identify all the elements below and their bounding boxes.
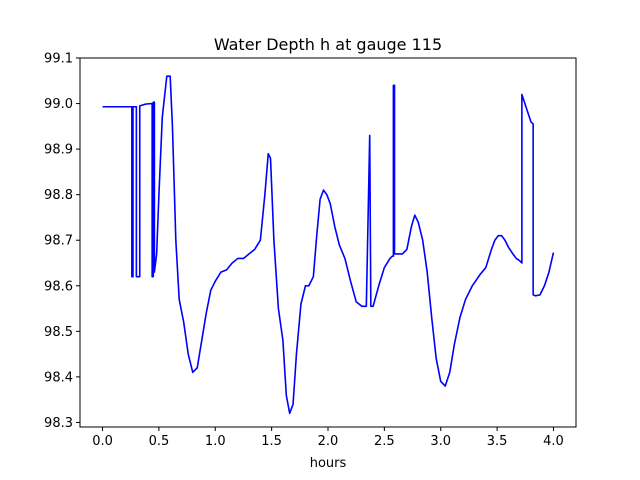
x-tick-label: 3.0 — [430, 434, 451, 449]
x-tick-label: 0.0 — [92, 434, 113, 449]
y-tick-label: 98.5 — [44, 325, 73, 340]
x-tick-label: 1.0 — [205, 434, 226, 449]
x-tick-label: 1.5 — [261, 434, 282, 449]
x-axis-ticks: 0.0 0.5 1.0 1.5 2.0 2.5 3.0 3.5 4.0 — [92, 427, 564, 449]
y-tick-label: 98.4 — [44, 370, 73, 385]
x-tick-label: 3.5 — [487, 434, 508, 449]
series-line-0 — [102, 75, 555, 415]
y-axis-ticks: 98.3 98.4 98.5 98.6 98.7 98.8 98.9 99.0 99.1 — [44, 52, 80, 431]
x-tick-label: 2.5 — [374, 434, 395, 449]
x-axis-label: hours — [310, 456, 347, 471]
y-tick-label: 98.7 — [44, 234, 73, 249]
y-tick-label: 98.3 — [44, 416, 73, 431]
y-tick-label: 99.0 — [44, 97, 73, 112]
y-tick-label: 98.6 — [44, 279, 73, 294]
x-tick-label: 4.0 — [543, 434, 564, 449]
series-layer — [102, 75, 555, 415]
y-tick-label: 99.1 — [44, 52, 73, 67]
y-tick-label: 98.9 — [44, 143, 73, 158]
chart-title: Water Depth h at gauge 115 — [214, 35, 442, 54]
y-tick-label: 98.8 — [44, 188, 73, 203]
x-tick-label: 2.0 — [318, 434, 339, 449]
x-tick-label: 0.5 — [149, 434, 170, 449]
